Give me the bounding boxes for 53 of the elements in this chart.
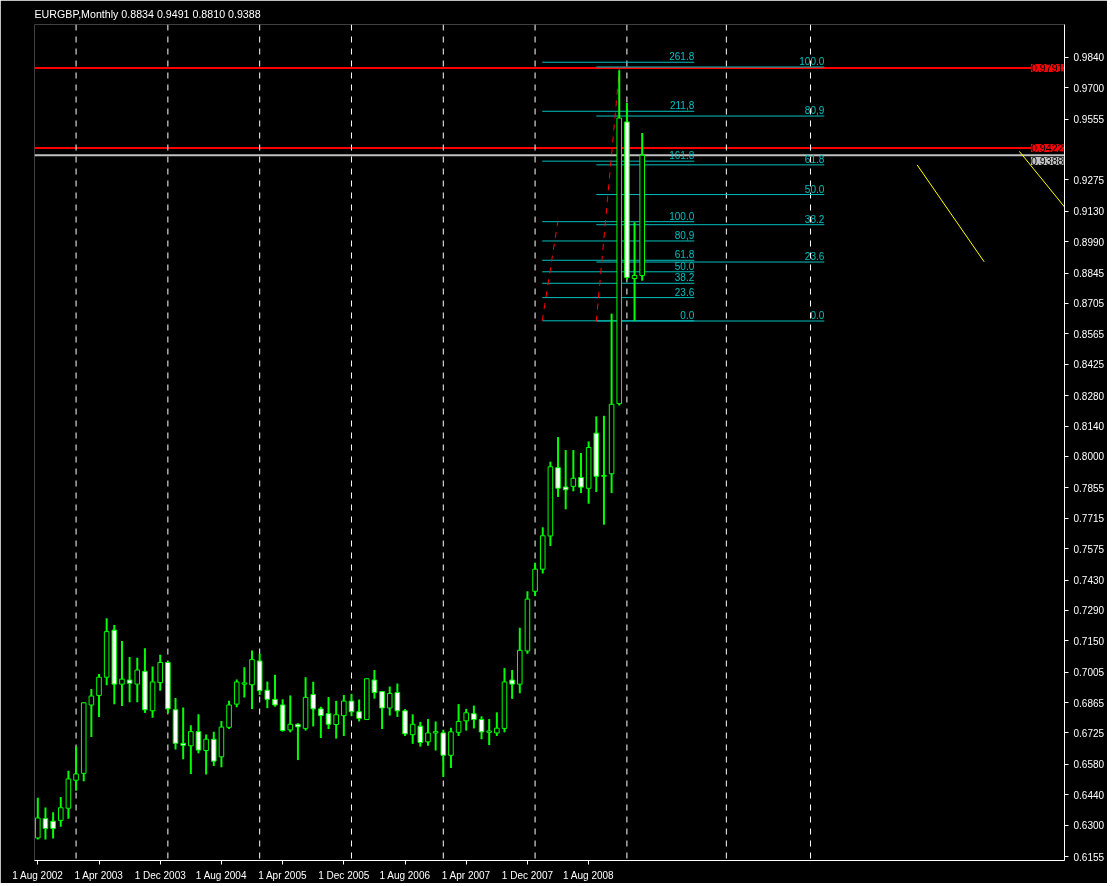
- annotation: 0.0: [810, 310, 825, 322]
- annotation: 100.0: [669, 210, 695, 222]
- annotation: 23.6: [804, 251, 825, 263]
- y-tick-label: 0.9700: [1073, 82, 1105, 94]
- x-tick-label: 1 Apr 2005: [258, 869, 307, 881]
- y-tick-label: 0.6865: [1073, 697, 1105, 709]
- x-tick-label: 1 Dec 2005: [318, 869, 370, 881]
- annotation: 38.2: [674, 272, 695, 284]
- ref-line-label: 0.9791: [1030, 61, 1064, 74]
- x-tick-label: 1 Apr 2003: [74, 869, 124, 881]
- y-tick-label: 0.7575: [1073, 543, 1105, 555]
- annotation: 23.6: [674, 286, 695, 298]
- y-tick-label: 0.8990: [1073, 236, 1105, 248]
- x-tick-label: 1 Aug 2004: [195, 869, 247, 881]
- y-tick-label: 0.6155: [1073, 851, 1105, 863]
- annotation: 80,9: [674, 229, 695, 241]
- ref-line-label: 0.9388: [1030, 154, 1064, 167]
- annotation: 0.0: [680, 309, 695, 321]
- y-tick-label: 0.8425: [1073, 359, 1105, 371]
- x-tick-label: 1 Apr 2007: [441, 869, 491, 881]
- y-tick-label: 0.7150: [1073, 635, 1105, 647]
- x-tick-label: 1 Aug 2008: [563, 869, 615, 881]
- y-tick-label: 0.7005: [1073, 667, 1105, 679]
- y-tick-label: 0.9275: [1073, 174, 1105, 186]
- y-tick-label: 0.6440: [1073, 789, 1105, 801]
- y-tick-label: 0.8000: [1073, 451, 1105, 463]
- ref-line-label: 0.9422: [1030, 141, 1064, 154]
- y-tick-label: 0.8565: [1073, 328, 1105, 340]
- y-tick-label: 0.7715: [1073, 513, 1105, 525]
- y-tick-label: 0.8280: [1073, 390, 1105, 402]
- x-tick-label: 1 Aug 2006: [379, 869, 431, 881]
- annotation: 50.0: [804, 183, 825, 195]
- annotation: 100.0: [799, 56, 825, 68]
- annotation: 61.8: [674, 249, 695, 261]
- y-tick-label: 0.8705: [1073, 298, 1105, 310]
- x-tick-label: 1 Dec 2003: [134, 869, 187, 881]
- y-tick-label: 0.7430: [1073, 575, 1105, 587]
- y-tick-label: 0.8140: [1073, 421, 1105, 433]
- annotation: 50.0: [674, 260, 695, 272]
- y-tick-label: 0.6580: [1073, 759, 1105, 771]
- x-tick-label: 1 Aug 2002: [12, 869, 64, 881]
- annotation: 261.8: [669, 51, 695, 63]
- y-tick-label: 0.9555: [1073, 114, 1105, 126]
- y-tick-label: 0.7855: [1073, 482, 1105, 494]
- annotation: 211,8: [669, 100, 695, 112]
- y-tick-label: 0.9130: [1073, 206, 1105, 218]
- y-tick-label: 0.8845: [1073, 268, 1105, 280]
- chart-title: EURGBP,Monthly 0.8834 0.9491 0.8810 0.9388: [34, 7, 261, 20]
- y-tick-label: 0.6725: [1073, 727, 1105, 739]
- y-tick-label: 0.9840: [1073, 52, 1105, 64]
- x-tick-label: 1 Dec 2007: [501, 869, 554, 881]
- y-tick-label: 0.6300: [1073, 820, 1105, 832]
- y-tick-label: 0.7290: [1073, 605, 1105, 617]
